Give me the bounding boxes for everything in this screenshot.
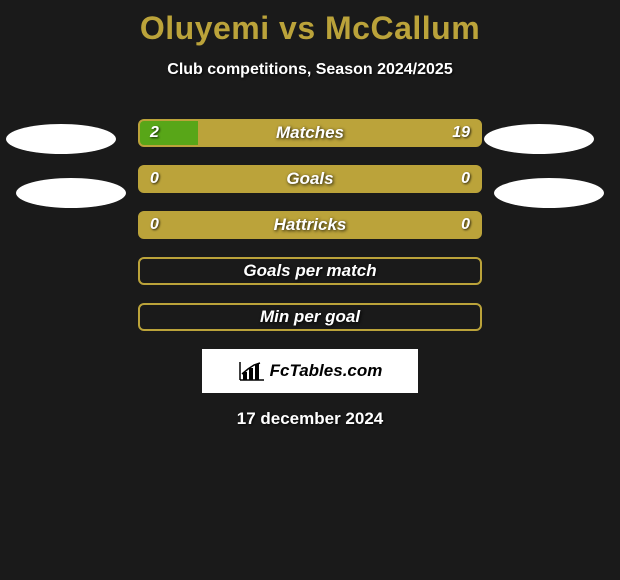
bar-chart-icon [238,360,266,382]
root-container: Oluyemi vs McCallum Club competitions, S… [0,0,620,580]
stat-label: Hattricks [274,215,347,235]
player-left-ellipse-2 [16,178,126,208]
stat-row-min-per-goal: Min per goal [138,303,482,331]
right-value: 0 [461,170,470,188]
stat-row-hattricks: 0 0 Hattricks [138,211,482,239]
date-text: 17 december 2024 [0,409,620,429]
stat-row-matches: 2 19 Matches [138,119,482,147]
logo-text: FcTables.com [270,361,383,381]
stat-label: Goals [286,169,333,189]
left-fill [140,121,198,145]
page-title: Oluyemi vs McCallum [0,0,620,47]
stat-label: Goals per match [243,261,376,281]
player-left-ellipse-1 [6,124,116,154]
chart-area: 2 19 Matches 0 0 Goals 0 0 Hattricks Goals per ma… [0,119,620,429]
stat-label: Min per goal [260,307,360,327]
left-value: 2 [150,124,159,142]
player-right-ellipse-2 [494,178,604,208]
left-value: 0 [150,216,159,234]
stat-row-goals-per-match: Goals per match [138,257,482,285]
stat-row-goals: 0 0 Goals [138,165,482,193]
logo-box: FcTables.com [202,349,418,393]
right-value: 0 [461,216,470,234]
subtitle: Club competitions, Season 2024/2025 [0,61,620,79]
right-value: 19 [452,124,470,142]
stat-label: Matches [276,123,344,143]
logo-inner: FcTables.com [238,360,383,382]
left-value: 0 [150,170,159,188]
player-right-ellipse-1 [484,124,594,154]
